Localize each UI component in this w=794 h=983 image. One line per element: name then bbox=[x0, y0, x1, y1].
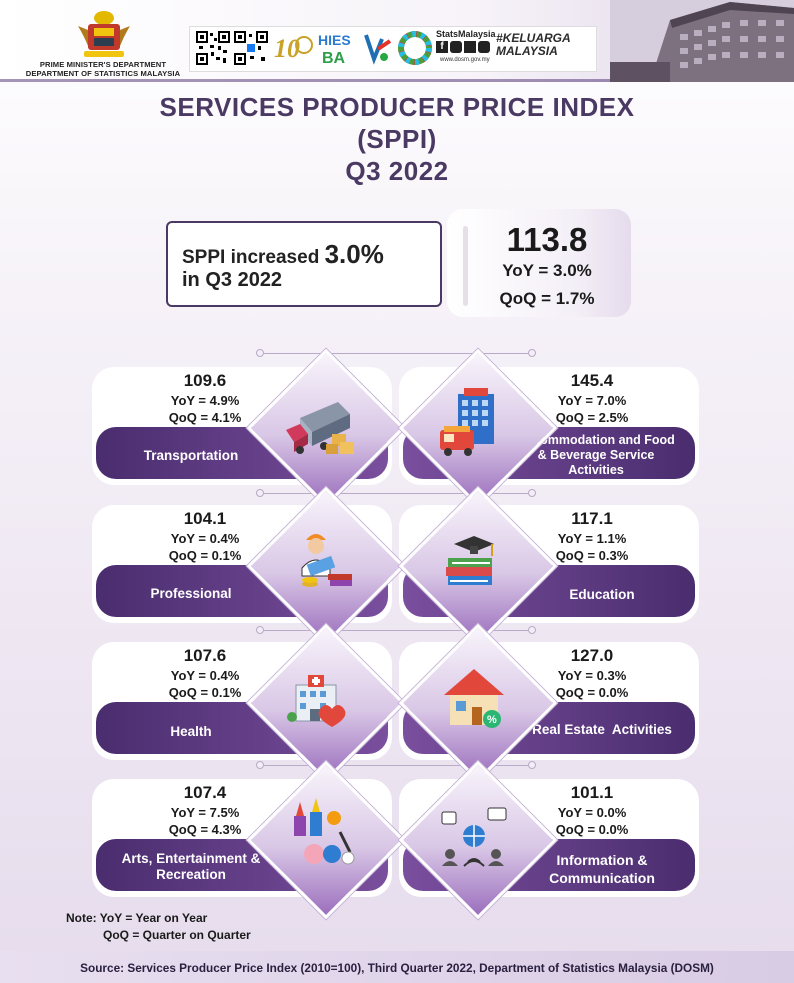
stats-malaysia-label: StatsMalaysia bbox=[436, 29, 496, 39]
sector-index: 101.1 bbox=[570, 783, 614, 802]
sector-label: Accommodation and Food & Beverage Servic… bbox=[517, 433, 675, 477]
dept-line-1: PRIME MINISTER'S DEPARTMENT bbox=[39, 60, 167, 69]
sector-index: 104.1 bbox=[183, 509, 227, 528]
sector-index: 117.1 bbox=[571, 509, 613, 528]
decor-dot bbox=[256, 761, 264, 769]
decor-dot bbox=[528, 489, 536, 497]
sector-label: Education bbox=[569, 587, 635, 602]
decor-dot bbox=[528, 626, 536, 634]
source-citation: Source: Services Producer Price Index (2… bbox=[80, 961, 714, 975]
sector-yoy: YoY = 4.9% bbox=[170, 393, 240, 408]
page-title-line-2: (SPPI) bbox=[357, 124, 437, 154]
sdg-wheel-icon bbox=[398, 31, 432, 65]
sector-label: Health bbox=[170, 724, 212, 739]
sector-qoq: QoQ = 0.3% bbox=[555, 548, 629, 563]
svg-text:HIES: HIES bbox=[318, 32, 351, 48]
truck-icon bbox=[286, 402, 354, 454]
page-title-line-1: SERVICES PRODUCER PRICE INDEX bbox=[159, 92, 635, 122]
note-qoq: QoQ = Quarter on Quarter bbox=[103, 928, 251, 942]
sector-yoy: YoY = 0.3% bbox=[557, 668, 627, 683]
overall-index-card: 113.8 YoY = 3.0% QoQ = 1.7% bbox=[447, 209, 631, 317]
sector-qoq: QoQ = 0.0% bbox=[555, 685, 629, 700]
decor-line bbox=[262, 493, 532, 494]
sector-yoy: YoY = 7.5% bbox=[170, 805, 240, 820]
summary-value: 3.0% bbox=[324, 239, 384, 269]
svg-text:BA: BA bbox=[322, 50, 346, 67]
sector-label: Professional bbox=[150, 586, 232, 601]
decor-line bbox=[262, 353, 532, 354]
dept-line-2: DEPARTMENT OF STATISTICS MALAYSIA bbox=[25, 69, 181, 78]
social-icons: f bbox=[436, 41, 494, 55]
youtube-icon[interactable] bbox=[478, 41, 490, 53]
network-icon bbox=[441, 807, 507, 867]
svg-text:%: % bbox=[487, 714, 497, 726]
sector-yoy: YoY = 7.0% bbox=[557, 393, 627, 408]
instagram-icon[interactable] bbox=[450, 41, 462, 53]
decor-dot bbox=[528, 349, 536, 357]
ten-years-logo-icon: 10 bbox=[274, 34, 313, 63]
sector-yoy: YoY = 0.0% bbox=[557, 805, 627, 820]
decor-line bbox=[262, 630, 532, 631]
hospital-icon bbox=[287, 675, 346, 727]
logo-strip: 10 HIES BA StatsMalaysia f www.dosm.gov.… bbox=[189, 26, 597, 72]
sector-label: Real Estate Activities bbox=[532, 722, 672, 737]
hies-ba-logo-icon: HIES BA bbox=[318, 32, 351, 67]
recreation-icon bbox=[294, 798, 355, 865]
house-icon: % bbox=[444, 669, 504, 728]
decor-line bbox=[262, 765, 532, 766]
sector-label: Information & Communication bbox=[549, 852, 655, 886]
decor-dot bbox=[256, 349, 264, 357]
sector-label: Transportation bbox=[143, 448, 239, 463]
summary-prefix: SPPI increased bbox=[182, 247, 325, 268]
engineer-icon bbox=[301, 534, 352, 587]
sector-yoy: YoY = 0.4% bbox=[170, 668, 240, 683]
source-bar bbox=[0, 951, 794, 983]
twitter-icon[interactable] bbox=[464, 41, 476, 53]
facebook-icon[interactable]: f bbox=[436, 41, 448, 53]
overall-index-value: 113.8 bbox=[506, 221, 588, 258]
sector-qoq: QoQ = 0.1% bbox=[168, 685, 242, 700]
decor-dot bbox=[256, 626, 264, 634]
qr-code-icon bbox=[196, 31, 230, 65]
page-title-line-3: Q3 2022 bbox=[345, 156, 449, 186]
overall-qoq: QoQ = 1.7% bbox=[499, 289, 595, 308]
sector-qoq: QoQ = 4.3% bbox=[168, 822, 242, 837]
decor-dot bbox=[528, 761, 536, 769]
sector-index: 127.0 bbox=[570, 646, 614, 665]
building-photo-icon bbox=[610, 0, 794, 82]
summary-headline: SPPI increased 3.0% bbox=[182, 239, 384, 270]
decor-dot bbox=[256, 489, 264, 497]
summary-period: in Q3 2022 bbox=[182, 269, 283, 291]
sector-yoy: YoY = 0.4% bbox=[170, 531, 240, 546]
overall-yoy: YoY = 3.0% bbox=[502, 261, 592, 280]
sector-label: Arts, Entertainment & Recreation bbox=[121, 851, 261, 882]
sector-qoq: QoQ = 4.1% bbox=[168, 410, 242, 425]
sector-qoq: QoQ = 0.0% bbox=[555, 822, 629, 837]
note-yoy: Note: YoY = Year on Year bbox=[66, 911, 208, 925]
qr-code-icon bbox=[234, 31, 268, 65]
sector-index: 145.4 bbox=[570, 371, 614, 390]
sector-index: 107.6 bbox=[183, 646, 227, 665]
svg-text:10: 10 bbox=[274, 34, 300, 63]
books-icon bbox=[446, 536, 494, 585]
sector-index: 109.6 bbox=[183, 371, 227, 390]
summary-divider bbox=[463, 226, 468, 306]
sector-yoy: YoY = 1.1% bbox=[557, 531, 627, 546]
hotel-icon bbox=[440, 388, 494, 456]
sector-qoq: QoQ = 2.5% bbox=[555, 410, 629, 425]
sector-index: 107.4 bbox=[183, 783, 227, 802]
header-divider bbox=[0, 79, 794, 82]
summary-box: SPPI increased 3.0% in Q3 2022 bbox=[166, 221, 442, 307]
hashtag-keluarga-malaysia: #KELUARGA MALAYSIA bbox=[496, 31, 571, 58]
website-url[interactable]: www.dosm.gov.my bbox=[440, 57, 490, 63]
brand-mark-icon bbox=[364, 34, 392, 65]
sector-qoq: QoQ = 0.1% bbox=[168, 548, 242, 563]
coat-of-arms-icon bbox=[78, 11, 130, 57]
